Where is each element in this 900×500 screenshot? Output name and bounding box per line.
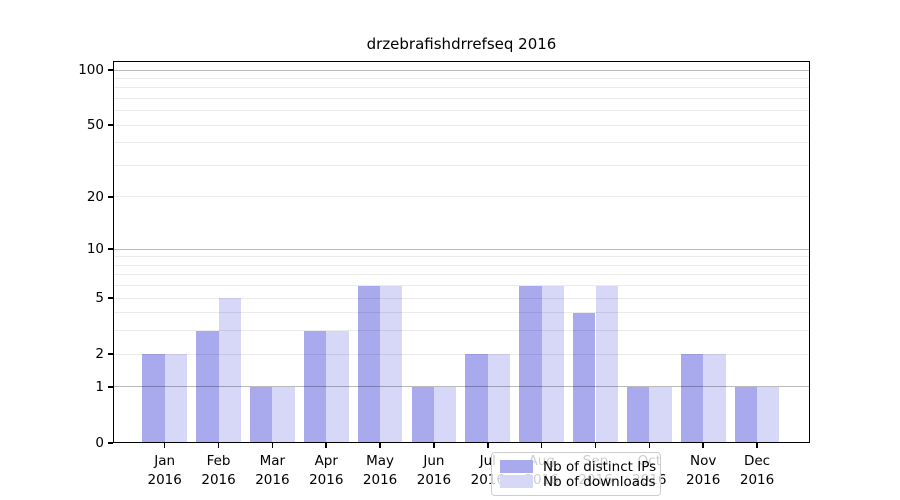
bar-downloads-feb xyxy=(218,298,241,443)
x-tick-mark-jun xyxy=(433,443,435,448)
x-tick-label-dec: Dec 2016 xyxy=(739,453,775,488)
bar-downloads-dec xyxy=(757,386,780,443)
y-tick-label-0: 0 xyxy=(95,435,104,451)
x-tick-label-apr: Apr 2016 xyxy=(309,453,344,488)
y-tick-mark-1 xyxy=(108,386,113,388)
y-tick-label-2: 2 xyxy=(95,346,104,363)
bar-distinct-ips-mar xyxy=(250,386,273,443)
bar-distinct-ips-aug xyxy=(519,285,542,443)
gridline-minor-5 xyxy=(113,297,810,299)
gridline-minor-30 xyxy=(113,164,810,166)
gridline-major-1 xyxy=(113,386,810,388)
y-tick-mark-2 xyxy=(108,353,113,355)
y-tick-mark-100 xyxy=(108,69,113,71)
x-tick-label-may: May 2016 xyxy=(362,453,398,488)
gridline-minor-9 xyxy=(113,256,810,258)
gridline-minor-60 xyxy=(113,110,810,112)
y-tick-label-10: 10 xyxy=(86,241,104,258)
bar-downloads-may xyxy=(380,285,403,443)
bar-distinct-ips-may xyxy=(357,285,381,443)
gridline-minor-20 xyxy=(113,196,810,198)
x-tick-label-nov: Nov 2016 xyxy=(686,453,721,488)
gridline-major-10 xyxy=(113,248,810,250)
bar-downloads-nov xyxy=(703,354,726,443)
x-tick-mark-mar xyxy=(271,443,274,448)
chart-title: drzebrafishdrrefseq 2016 xyxy=(366,35,557,53)
legend-swatch-distinct-ips xyxy=(500,460,533,473)
legend-label-distinct-ips: Nb of distinct IPs xyxy=(543,458,657,475)
bar-downloads-apr xyxy=(326,330,349,443)
y-tick-mark-20 xyxy=(108,196,113,198)
x-tick-label-jun: Jun 2016 xyxy=(416,453,452,488)
bar-downloads-sep xyxy=(595,285,618,443)
bar-downloads-mar xyxy=(272,386,295,443)
y-tick-mark-50 xyxy=(108,124,113,127)
x-tick-mark-sep xyxy=(594,443,597,448)
legend-item-downloads: Nb of downloads xyxy=(500,474,656,490)
gridline-minor-3 xyxy=(113,330,810,332)
y-tick-label-50: 50 xyxy=(86,117,104,134)
bar-downloads-jul xyxy=(487,354,511,443)
legend-item-distinct-ips: Nb of distinct IPs xyxy=(500,459,656,475)
gridline-minor-70 xyxy=(113,97,810,99)
y-tick-mark-0 xyxy=(108,442,113,444)
gridline-minor-6 xyxy=(113,285,810,287)
y-tick-label-100: 100 xyxy=(78,62,104,78)
bar-distinct-ips-apr xyxy=(303,330,327,443)
gridline-minor-40 xyxy=(113,142,810,144)
x-tick-label-mar: Mar 2016 xyxy=(255,453,290,488)
gridline-minor-90 xyxy=(113,77,810,79)
bar-distinct-ips-jan xyxy=(142,354,165,443)
bar-distinct-ips-sep xyxy=(573,312,596,443)
x-tick-mark-jan xyxy=(163,443,166,448)
gridline-minor-4 xyxy=(113,312,810,314)
x-tick-mark-oct xyxy=(648,443,651,448)
legend-swatch-downloads xyxy=(500,475,533,488)
bar-downloads-oct xyxy=(649,386,672,443)
bar-downloads-jun xyxy=(433,386,457,443)
y-tick-mark-10 xyxy=(108,248,113,250)
bar-distinct-ips-oct xyxy=(626,386,650,443)
x-tick-label-jan: Jan 2016 xyxy=(147,453,182,488)
x-tick-mark-jul xyxy=(487,443,489,448)
legend-label-downloads: Nb of downloads xyxy=(543,473,656,490)
bar-downloads-jan xyxy=(164,354,188,443)
x-tick-mark-feb xyxy=(217,443,220,448)
y-tick-mark-5 xyxy=(108,297,113,299)
y-tick-label-1: 1 xyxy=(95,378,104,395)
bar-distinct-ips-jun xyxy=(411,386,434,443)
bar-distinct-ips-jul xyxy=(465,354,488,443)
gridline-major-100 xyxy=(113,69,810,71)
x-tick-mark-nov xyxy=(702,443,704,448)
gridline-minor-2 xyxy=(113,353,810,355)
bar-downloads-aug xyxy=(541,285,565,443)
gridline-minor-80 xyxy=(113,87,810,89)
x-tick-mark-dec xyxy=(756,443,758,448)
y-tick-label-5: 5 xyxy=(95,290,104,307)
bars-layer xyxy=(113,61,810,443)
y-tick-label-20: 20 xyxy=(86,188,104,205)
x-tick-mark-aug xyxy=(540,443,543,448)
bar-distinct-ips-nov xyxy=(680,354,704,443)
gridline-minor-7 xyxy=(113,274,810,276)
bar-distinct-ips-feb xyxy=(196,330,219,443)
x-tick-label-feb: Feb 2016 xyxy=(201,453,236,488)
bar-distinct-ips-dec xyxy=(734,386,758,443)
plot-area: Nb of distinct IPs Nb of downloads xyxy=(113,61,810,496)
x-tick-mark-apr xyxy=(325,443,328,448)
gridline-minor-50 xyxy=(113,124,810,126)
x-tick-mark-may xyxy=(379,443,381,448)
gridline-minor-8 xyxy=(113,264,810,266)
grid-layer xyxy=(113,61,810,443)
legend: Nb of distinct IPs Nb of downloads xyxy=(491,452,661,496)
